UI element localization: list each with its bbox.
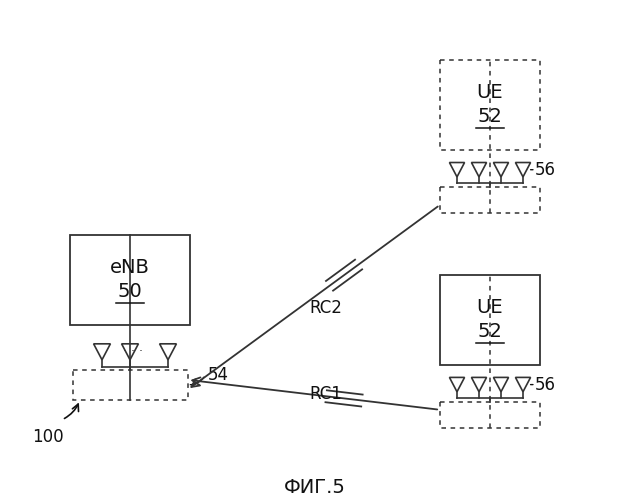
Text: 56: 56 xyxy=(535,160,556,178)
Text: RC1: RC1 xyxy=(309,386,342,404)
FancyBboxPatch shape xyxy=(440,275,540,365)
Text: UE: UE xyxy=(476,84,504,102)
Text: 100: 100 xyxy=(32,428,64,446)
Text: 50: 50 xyxy=(117,282,143,302)
FancyBboxPatch shape xyxy=(73,370,187,400)
Text: eNB: eNB xyxy=(110,258,150,278)
FancyBboxPatch shape xyxy=(70,235,190,325)
Text: 54: 54 xyxy=(208,366,228,384)
FancyBboxPatch shape xyxy=(440,60,540,150)
Text: · · ·: · · · xyxy=(123,346,143,358)
Text: RC2: RC2 xyxy=(309,298,342,316)
Text: ФИГ.5: ФИГ.5 xyxy=(284,478,346,497)
FancyBboxPatch shape xyxy=(440,187,540,213)
Text: UE: UE xyxy=(476,298,504,318)
FancyBboxPatch shape xyxy=(440,402,540,428)
Text: 56: 56 xyxy=(535,376,556,394)
Text: 52: 52 xyxy=(478,108,502,126)
Text: 52: 52 xyxy=(478,322,502,342)
